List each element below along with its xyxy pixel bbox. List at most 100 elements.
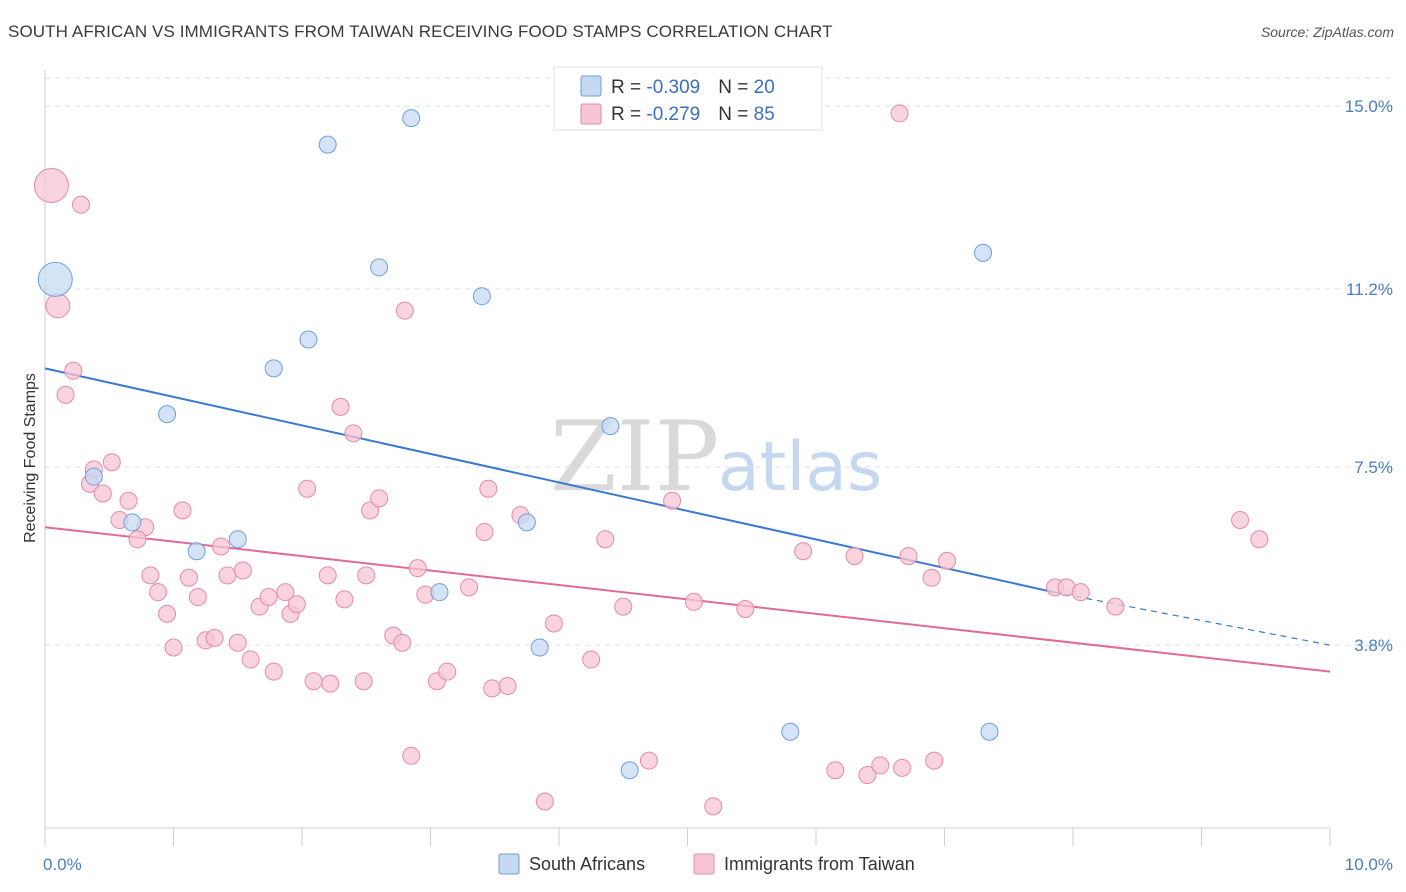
point-taiwan [535, 792, 554, 811]
y-tick-label: 15.0% [1345, 97, 1393, 116]
y-tick-label: 7.5% [1354, 458, 1393, 477]
point-taiwan [871, 756, 890, 775]
point-taiwan [1231, 510, 1250, 529]
point-taiwan [298, 479, 317, 498]
legend-n-label: N = [718, 77, 753, 98]
point-south-africans [37, 261, 73, 297]
point-taiwan [241, 650, 260, 669]
point-taiwan [264, 662, 283, 681]
point-taiwan [149, 583, 168, 602]
data-points [33, 104, 1269, 816]
legend-n-value: 20 [754, 77, 775, 98]
point-south-africans [601, 417, 620, 436]
point-taiwan [361, 501, 380, 520]
trend-line-south-africans [44, 367, 1054, 594]
point-taiwan [335, 590, 354, 609]
x-tick-labels: 0.0% 10.0% [43, 855, 1393, 874]
trend-line-south-africans-extension [1053, 591, 1331, 646]
series-label-taiwan: Immigrants from Taiwan [724, 854, 915, 874]
point-taiwan [188, 587, 207, 606]
point-taiwan [102, 453, 121, 472]
grid [45, 77, 1395, 646]
point-taiwan [212, 537, 231, 556]
point-taiwan [826, 761, 845, 780]
point-taiwan [704, 797, 723, 816]
point-south-africans [228, 530, 247, 549]
legend-r-label: R = [611, 77, 646, 98]
point-south-africans [781, 722, 800, 741]
correlation-legend: R = -0.309 N = 20 R = -0.279 N = 85 [553, 66, 823, 131]
point-taiwan [179, 568, 198, 587]
point-taiwan [483, 679, 502, 698]
point-south-africans [517, 513, 536, 532]
point-taiwan [684, 592, 703, 611]
point-taiwan [71, 195, 90, 214]
point-south-africans [430, 583, 449, 602]
legend-swatch-blue [580, 75, 602, 97]
point-taiwan [925, 751, 944, 770]
point-taiwan [259, 587, 278, 606]
point-taiwan [663, 491, 682, 510]
point-taiwan [794, 542, 813, 561]
point-taiwan [395, 301, 414, 320]
y-tick-labels: 3.8% 7.5% 11.2% 15.0% [1345, 97, 1393, 655]
series-label-south-africans: South Africans [529, 854, 645, 874]
legend-row-1: R = -0.309 N = 20 [611, 77, 775, 98]
series-swatch-south-africans [498, 853, 520, 875]
point-south-africans [472, 287, 491, 306]
point-taiwan [56, 385, 75, 404]
point-taiwan [331, 397, 350, 416]
point-taiwan [479, 479, 498, 498]
legend-n-value: 85 [754, 104, 775, 125]
legend-row-2: R = -0.279 N = 85 [611, 104, 775, 125]
point-taiwan [228, 633, 247, 652]
point-taiwan [922, 568, 941, 587]
point-south-africans [974, 243, 993, 262]
point-south-africans [187, 542, 206, 561]
point-taiwan [93, 484, 112, 503]
point-taiwan [276, 583, 295, 602]
point-taiwan [304, 672, 323, 691]
point-taiwan [370, 489, 389, 508]
point-south-africans [123, 513, 142, 532]
point-taiwan [321, 674, 340, 693]
point-taiwan [64, 361, 83, 380]
point-taiwan [128, 530, 147, 549]
legend-r-value: -0.279 [646, 104, 700, 125]
point-taiwan [205, 628, 224, 647]
point-taiwan [233, 561, 252, 580]
point-taiwan [45, 293, 71, 319]
point-taiwan [164, 638, 183, 657]
point-south-africans [530, 638, 549, 657]
x-tick-label: 10.0% [1345, 855, 1393, 874]
point-south-africans [980, 722, 999, 741]
point-south-africans [620, 761, 639, 780]
y-axis-title: Receiving Food Stamps [22, 373, 39, 543]
point-taiwan [318, 566, 337, 585]
series-legend: South Africans Immigrants from Taiwan [498, 853, 915, 875]
point-taiwan [475, 523, 494, 542]
point-south-africans [402, 109, 421, 128]
point-taiwan [938, 551, 957, 570]
point-taiwan [158, 604, 177, 623]
y-tick-label: 11.2% [1346, 280, 1393, 299]
point-south-africans [84, 467, 103, 486]
point-south-africans [264, 359, 283, 378]
watermark: ZIP atlas [550, 401, 882, 513]
x-tick-label: 0.0% [43, 855, 82, 874]
source-credit: Source: ZipAtlas.com [1260, 24, 1394, 40]
point-taiwan [354, 672, 373, 691]
point-taiwan [460, 578, 479, 597]
point-taiwan [582, 650, 601, 669]
point-taiwan [498, 677, 517, 696]
point-taiwan [344, 424, 363, 443]
point-taiwan [890, 104, 909, 123]
point-taiwan [544, 614, 563, 633]
point-taiwan [893, 758, 912, 777]
point-taiwan [119, 491, 138, 510]
legend-r-label: R = [611, 104, 646, 125]
legend-n-label: N = [718, 104, 753, 125]
point-south-africans [299, 330, 318, 349]
point-south-africans [158, 405, 177, 424]
